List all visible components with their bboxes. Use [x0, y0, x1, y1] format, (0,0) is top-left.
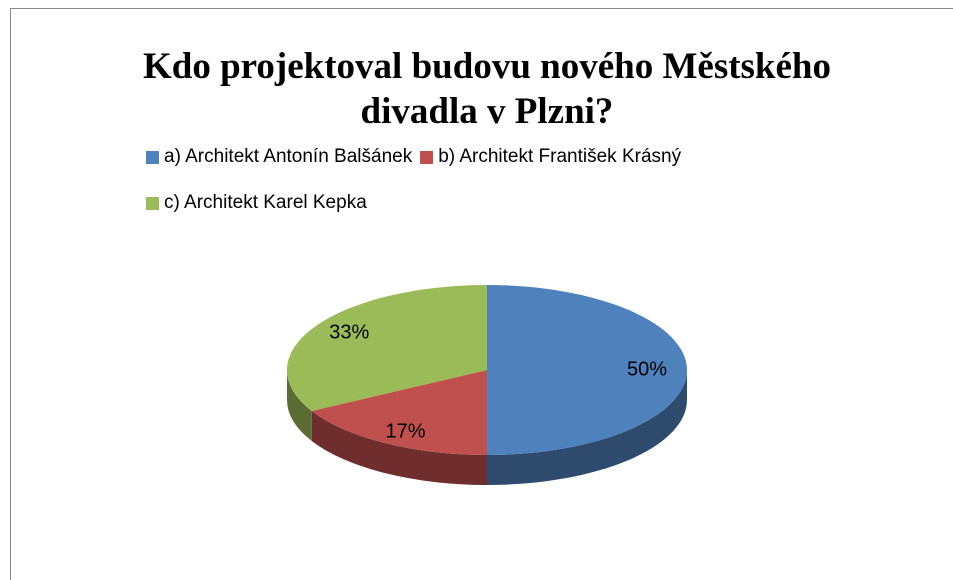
slice — [287, 285, 487, 411]
legend: a) Architekt Antonín Balšánek b) Architek… — [146, 146, 856, 214]
legend-label: b) Architekt František Krásný — [438, 146, 682, 167]
legend-label: a) Architekt Antonín Balšánek — [164, 146, 413, 167]
legend-item: c) Architekt Karel Kepka — [146, 192, 367, 214]
pie: 50% 17% 33% — [287, 285, 687, 485]
legend-swatch — [146, 196, 159, 210]
data-label: 17% — [386, 420, 426, 442]
slice — [487, 285, 687, 455]
slice — [311, 370, 487, 456]
chart-border — [10, 8, 953, 580]
legend-swatch — [420, 150, 434, 164]
data-label: 50% — [627, 358, 667, 380]
data-label: 33% — [329, 322, 369, 344]
slice-side — [311, 410, 487, 485]
legend-item: a) Architekt Antonín Balšánek — [146, 146, 412, 168]
chart-title: Kdo projektoval budovu nového Městského … — [142, 46, 832, 132]
legend-item: b) Architekt František Krásný — [420, 146, 681, 168]
slice-side — [287, 370, 312, 441]
slice-side — [487, 370, 687, 485]
legend-label: c) Architekt Karel Kepka — [164, 192, 367, 213]
legend-swatch — [146, 150, 159, 164]
